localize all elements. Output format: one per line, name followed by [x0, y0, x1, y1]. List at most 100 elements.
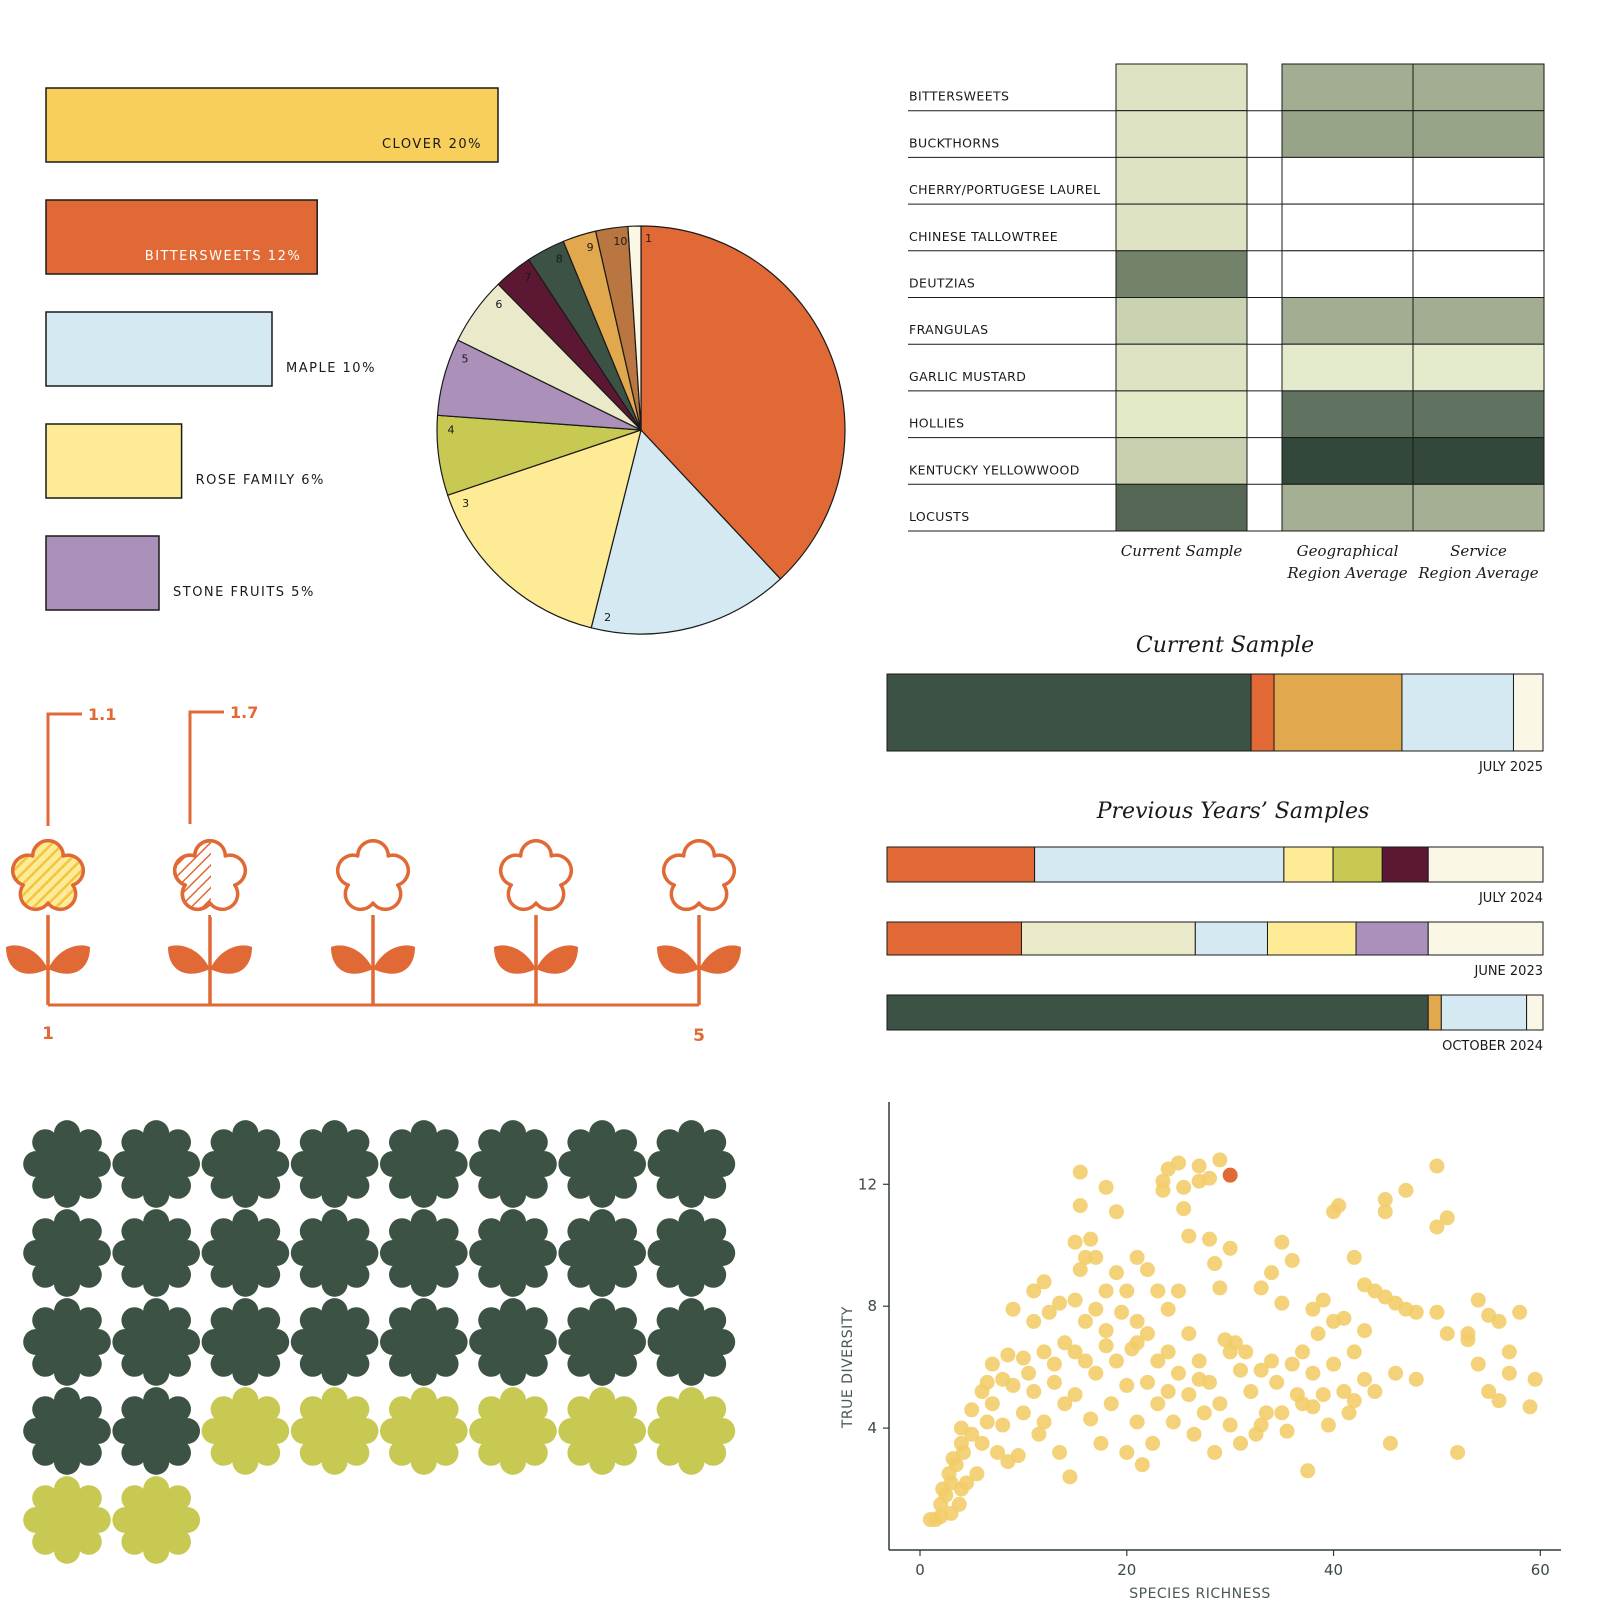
- pie-label: 7: [525, 271, 532, 284]
- heatmap-column-label: Region Average: [1417, 564, 1538, 582]
- scatter-point: [1088, 1301, 1104, 1317]
- scatter-point: [1129, 1313, 1145, 1329]
- scatter-point: [1119, 1283, 1135, 1299]
- scatter-point: [1264, 1265, 1280, 1281]
- scatter-point: [1057, 1396, 1073, 1412]
- scatter-point: [1367, 1384, 1383, 1400]
- heatmap-cell: [1412, 437, 1545, 485]
- scatter-point: [1527, 1371, 1543, 1387]
- scatter-point: [1274, 1405, 1290, 1421]
- stack-segment: [1283, 846, 1334, 883]
- heatmap-row-label: CHERRY/PORTUGESE LAUREL: [909, 182, 1100, 197]
- leaf-icon: [331, 945, 373, 974]
- pie-slice-11: [627, 225, 642, 431]
- heatmap-row-label: CHINESE TALLOWTREE: [909, 229, 1058, 244]
- scatter-point: [1181, 1228, 1197, 1244]
- x-tick-label: 0: [915, 1561, 925, 1579]
- heatmap-row-label: BITTERSWEETS: [909, 89, 1009, 104]
- scatter-point: [1067, 1292, 1083, 1308]
- heatmap-row-label: HOLLIES: [909, 416, 965, 431]
- scatter-point: [1150, 1396, 1166, 1412]
- scatter-point: [1258, 1405, 1274, 1421]
- scatter-point: [1077, 1313, 1093, 1329]
- scatter-point: [1046, 1356, 1062, 1372]
- heatmap-row-label: DEUTZIAS: [909, 276, 975, 291]
- leaf-icon: [536, 945, 578, 974]
- scatter-point: [1108, 1204, 1124, 1220]
- flower-light-icon: [379, 1387, 468, 1475]
- scatter-point: [969, 1466, 985, 1482]
- pie-label: 10: [613, 235, 627, 248]
- heatmap-cell: [1281, 63, 1414, 112]
- scatter-point: [1398, 1182, 1414, 1198]
- scatter-point: [1010, 1448, 1026, 1464]
- scatter-point: [1284, 1252, 1300, 1268]
- flower-dark-icon: [379, 1209, 468, 1297]
- scatter-point: [1300, 1463, 1316, 1479]
- y-tick-label: 8: [867, 1297, 877, 1315]
- scatter-point: [1310, 1326, 1326, 1342]
- scatter-point: [964, 1426, 980, 1442]
- scatter-point: [1305, 1365, 1321, 1381]
- scatter-point: [1170, 1283, 1186, 1299]
- flower-dark-icon: [112, 1209, 201, 1297]
- flower-dark-icon: [201, 1209, 290, 1297]
- heatmap-cell: [1412, 297, 1545, 345]
- flower-dark-icon: [112, 1120, 201, 1208]
- flower-dark-icon: [23, 1209, 111, 1297]
- scatter-point: [1139, 1326, 1155, 1342]
- scatter-point: [1470, 1292, 1486, 1308]
- scatter-point: [1227, 1335, 1243, 1351]
- heatmap-cell: [1115, 156, 1248, 205]
- flower-light-icon: [290, 1387, 379, 1475]
- scatter-point: [1186, 1426, 1202, 1442]
- scatter-point: [1346, 1344, 1362, 1360]
- stack-segment: [886, 846, 1036, 883]
- heatmap-cell: [1281, 110, 1414, 158]
- flower-outline-icon: [335, 839, 411, 911]
- scatter-point: [1212, 1396, 1228, 1412]
- flower-light-icon: [469, 1387, 557, 1475]
- scatter-point: [1170, 1155, 1186, 1171]
- heatmap-cell: [1115, 437, 1248, 485]
- marker-callout-line: [188, 710, 224, 824]
- scatter-point: [1165, 1414, 1181, 1430]
- flower-outline-icon: [172, 839, 248, 911]
- scatter-point: [1139, 1374, 1155, 1390]
- bar-label: CLOVER 20%: [382, 137, 482, 152]
- flower-rating-scale: 1.1 1.7 1 5: [6, 703, 741, 1046]
- heatmap-cell: [1115, 390, 1248, 439]
- heatmap-column-label: Region Average: [1286, 564, 1407, 582]
- leaf-icon: [48, 945, 90, 974]
- scatter-point: [1088, 1365, 1104, 1381]
- scatter-point: [1408, 1304, 1424, 1320]
- scatter-point: [1005, 1301, 1021, 1317]
- scatter-point: [955, 1444, 971, 1460]
- heatmap-cell: [1281, 250, 1414, 299]
- scatter-point: [938, 1487, 954, 1503]
- scatter-point: [1320, 1417, 1336, 1433]
- x-tick-label: 20: [1117, 1561, 1136, 1579]
- heatmap-cell: [1281, 483, 1414, 532]
- scatter-point: [1031, 1426, 1047, 1442]
- heatmap-row-label: GARLIC MUSTARD: [909, 369, 1026, 384]
- scatter-point: [1083, 1231, 1099, 1247]
- flower-dark-icon: [558, 1298, 647, 1386]
- heatmap-cell: [1281, 343, 1414, 392]
- stack-segment: [1427, 846, 1544, 883]
- scatter-point: [1243, 1384, 1259, 1400]
- current-sample-title: Current Sample: [1136, 633, 1314, 658]
- scatter-point: [959, 1475, 975, 1491]
- scatter-point: [1119, 1377, 1135, 1393]
- heatmap-row-label: BUCKTHORNS: [909, 135, 1000, 150]
- heatmap-cell: [1115, 63, 1248, 112]
- heatmap-cell: [1412, 203, 1545, 252]
- heatmap-cell: [1115, 483, 1248, 532]
- flower-dark-icon: [23, 1120, 111, 1208]
- stack-date-label: JUNE 2023: [1473, 964, 1543, 979]
- scatter-point: [1134, 1457, 1150, 1473]
- scatter-point: [1129, 1335, 1145, 1351]
- scatter-point: [1429, 1219, 1445, 1235]
- scatter-point: [1072, 1262, 1088, 1278]
- pie-slice-2: [590, 429, 782, 635]
